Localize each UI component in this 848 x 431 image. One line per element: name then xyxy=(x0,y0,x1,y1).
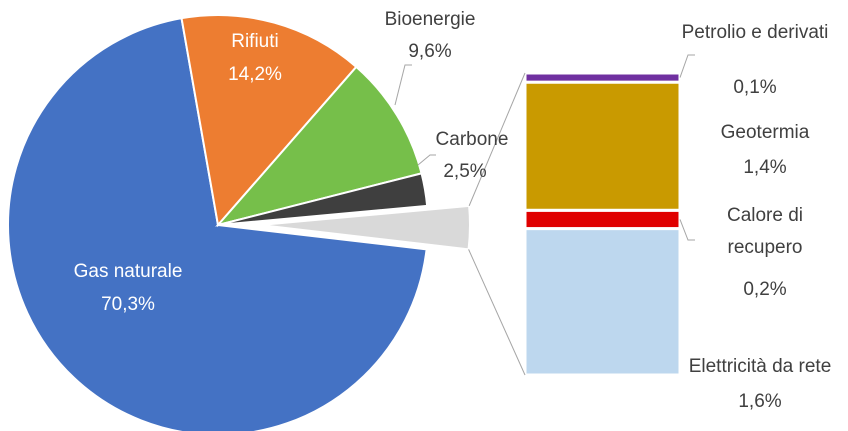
pie-slice xyxy=(217,172,429,226)
slice-label: Bioenergie xyxy=(384,9,476,30)
slice-value: 14,2% xyxy=(228,64,282,85)
bar-segment xyxy=(523,208,682,231)
bar-segment xyxy=(523,80,682,212)
bar-value: 1,4% xyxy=(743,157,787,178)
bar-label: Petrolio e derivati xyxy=(681,22,829,43)
slice-value: 9,6% xyxy=(408,41,452,62)
connector xyxy=(468,72,526,207)
bar-label: Geotermia xyxy=(720,122,810,143)
leader-line xyxy=(394,64,412,106)
slice-value: 2,5% xyxy=(443,161,487,182)
leader-line xyxy=(679,54,695,78)
connector xyxy=(468,249,526,376)
other-slice xyxy=(259,204,471,251)
bar-label: Calore di recupero xyxy=(726,205,804,258)
bar-segment xyxy=(523,71,682,84)
pie-slice xyxy=(180,14,358,228)
bar-value: 0,1% xyxy=(733,77,777,98)
slice-label: Gas naturale xyxy=(73,261,183,282)
bar-value: 0,2% xyxy=(743,279,787,300)
bar-segment xyxy=(523,227,682,377)
bar-value: 1,6% xyxy=(738,391,782,412)
slice-label: Rifiuti xyxy=(231,31,279,52)
leader-line xyxy=(417,154,436,166)
leader-line xyxy=(679,219,695,241)
slice-label: Carbone xyxy=(435,129,509,150)
slice-value: 70,3% xyxy=(101,294,155,315)
bar-label: Elettricità da rete xyxy=(688,356,832,377)
